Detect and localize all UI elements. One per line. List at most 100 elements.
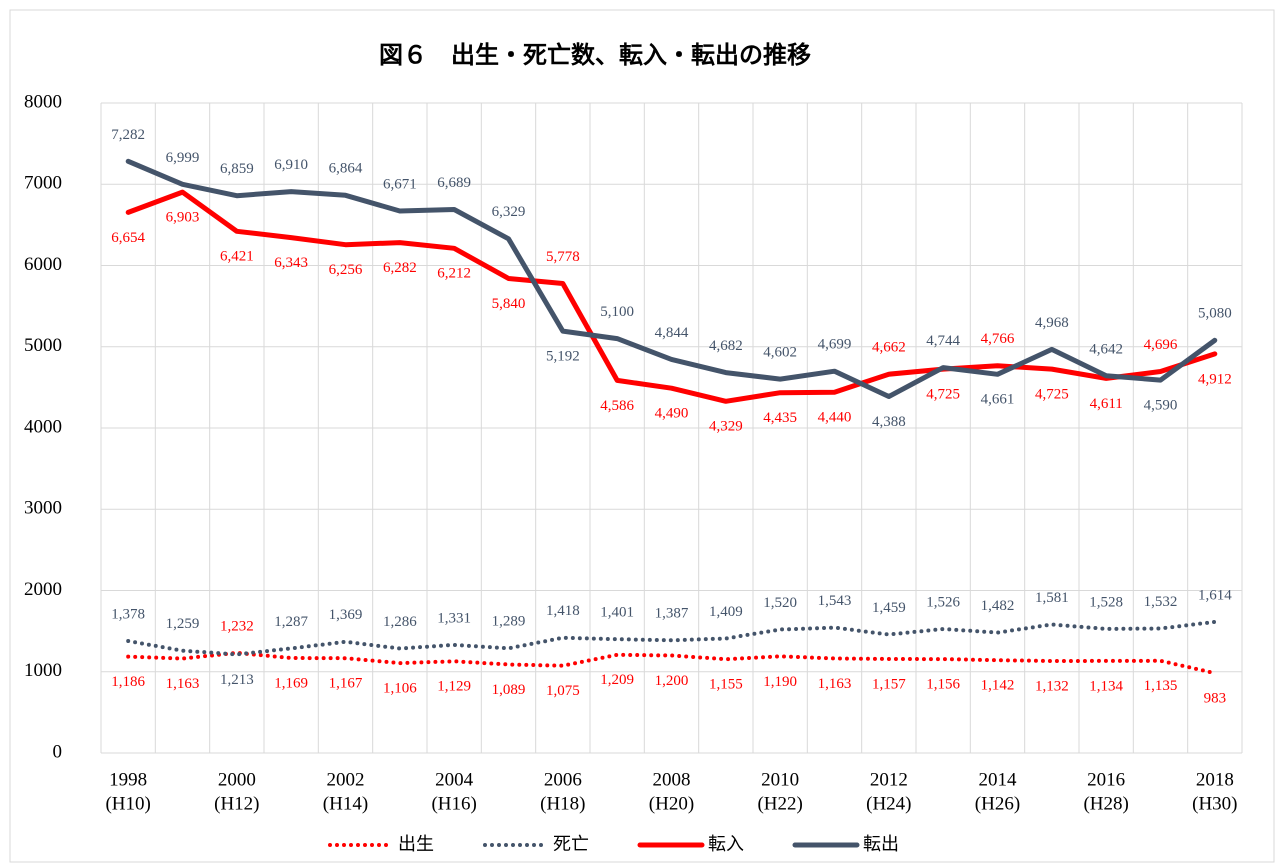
data-label: 1,169 (274, 675, 308, 691)
data-label: 1,135 (1144, 678, 1178, 694)
data-label: 6,859 (220, 161, 254, 177)
data-label: 1,331 (437, 610, 471, 626)
data-label: 4,744 (926, 333, 960, 349)
data-label: 1,156 (926, 677, 960, 693)
data-label: 1,418 (546, 603, 580, 619)
x-tick-label: 2016 (1087, 769, 1125, 790)
data-label: 1,528 (1089, 594, 1123, 610)
data-label: 1,129 (437, 679, 471, 695)
data-label: 4,490 (655, 406, 689, 422)
data-label: 4,435 (763, 410, 797, 426)
data-label: 4,440 (818, 410, 852, 426)
data-label: 1,167 (329, 676, 363, 692)
data-label: 1,520 (763, 595, 797, 611)
x-tick-label: 2002 (327, 769, 365, 790)
data-label: 4,661 (981, 392, 1015, 408)
data-label: 4,329 (709, 419, 743, 435)
chart-title: 図６ 出生・死亡数、転入・転出の推移 (379, 41, 811, 69)
data-label: 1,378 (111, 606, 145, 622)
x-tick-label: 1998 (109, 769, 147, 790)
data-label: 6,212 (437, 266, 471, 282)
x-tick-sublabel: (H26) (975, 793, 1020, 814)
data-label: 6,689 (437, 175, 471, 191)
data-label: 6,421 (220, 249, 254, 265)
data-label: 1,163 (166, 676, 200, 692)
data-label: 4,912 (1198, 371, 1232, 387)
data-label: 1,163 (818, 676, 852, 692)
x-tick-sublabel: (H18) (540, 793, 585, 814)
data-label: 1,075 (546, 683, 580, 699)
series-line (126, 619, 1217, 657)
data-label: 4,725 (926, 387, 960, 403)
data-label: 1,532 (1144, 594, 1178, 610)
x-tick-sublabel: (H20) (649, 793, 694, 814)
data-label: 6,999 (166, 150, 200, 166)
data-label: 1,157 (872, 676, 906, 692)
x-tick-sublabel: (H12) (214, 793, 259, 814)
legend-label: 転入 (708, 834, 744, 855)
y-tick-label: 2000 (24, 579, 62, 600)
data-label: 1,232 (220, 618, 254, 634)
data-label: 4,766 (981, 331, 1015, 347)
chart-border (9, 9, 1275, 863)
data-label: 1,209 (600, 672, 634, 688)
y-tick-label: 5000 (24, 335, 62, 356)
x-tick-sublabel: (H10) (105, 793, 150, 814)
data-label: 4,662 (872, 340, 906, 356)
y-tick-label: 8000 (24, 91, 62, 112)
data-label: 5,100 (600, 304, 634, 320)
data-label: 6,903 (166, 210, 200, 226)
data-label: 1,155 (709, 677, 743, 693)
data-label: 1,186 (111, 674, 145, 690)
data-label: 4,602 (763, 345, 797, 361)
data-label: 4,586 (600, 398, 634, 414)
data-label: 4,696 (1144, 337, 1178, 353)
x-tick-label: 2006 (544, 769, 582, 790)
data-label: 6,343 (274, 255, 308, 271)
data-label: 1,200 (655, 673, 689, 689)
data-label: 6,329 (492, 204, 526, 220)
y-tick-label: 7000 (24, 173, 62, 194)
data-label: 1,190 (763, 674, 797, 690)
data-label: 1,482 (981, 598, 1015, 614)
data-label: 6,282 (383, 260, 417, 276)
data-label: 1,401 (600, 605, 634, 621)
data-label: 4,844 (655, 325, 689, 341)
data-label: 4,611 (1090, 396, 1123, 412)
data-label: 1,581 (1035, 590, 1069, 606)
series-line (125, 189, 1218, 404)
data-label: 4,590 (1144, 398, 1178, 414)
data-label: 5,080 (1198, 306, 1232, 322)
legend-label: 転出 (863, 834, 899, 855)
data-label: 6,864 (329, 161, 363, 177)
data-label: 4,968 (1035, 315, 1069, 331)
data-label: 1,142 (981, 678, 1015, 694)
y-tick-label: 6000 (24, 254, 62, 275)
data-label: 1,526 (926, 594, 960, 610)
data-label: 4,642 (1089, 341, 1123, 357)
data-label: 1,543 (818, 593, 852, 609)
data-label: 1,213 (220, 672, 254, 688)
x-tick-sublabel: (H22) (757, 793, 802, 814)
series-line (125, 158, 1218, 399)
data-label: 7,282 (111, 127, 145, 143)
x-tick-label: 2012 (870, 769, 908, 790)
data-label: 5,192 (546, 349, 580, 365)
data-label: 1,369 (329, 607, 363, 623)
data-label: 1,106 (383, 681, 417, 697)
data-label: 1,459 (872, 600, 906, 616)
data-label: 1,409 (709, 604, 743, 620)
x-tick-sublabel: (H24) (866, 793, 911, 814)
data-label: 4,388 (872, 414, 906, 430)
x-tick-label: 2000 (218, 769, 256, 790)
y-tick-label: 0 (53, 741, 63, 762)
data-label: 4,682 (709, 338, 743, 354)
x-tick-sublabel: (H28) (1083, 793, 1128, 814)
y-tick-label: 3000 (24, 498, 62, 519)
data-label: 5,778 (546, 249, 580, 265)
data-label: 5,840 (492, 296, 526, 312)
data-label: 983 (1204, 691, 1227, 707)
legend-label: 死亡 (553, 834, 589, 855)
x-tick-label: 2018 (1196, 769, 1234, 790)
